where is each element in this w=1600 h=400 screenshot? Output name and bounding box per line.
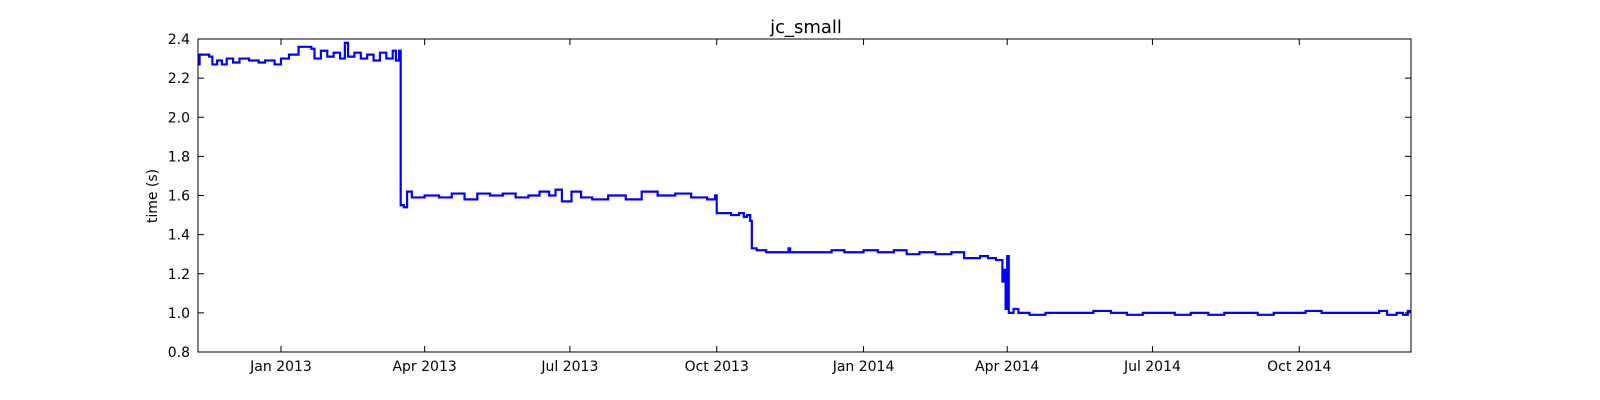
y-tick-label: 0.8 bbox=[168, 345, 190, 361]
chart-title: jc_small bbox=[769, 17, 842, 38]
plot-frame bbox=[197, 38, 1412, 353]
y-tick-label: 1.4 bbox=[168, 228, 190, 244]
y-axis-title: time (s) bbox=[145, 169, 161, 223]
y-tick-label: 1.0 bbox=[168, 306, 190, 322]
series-line-0 bbox=[198, 41, 1411, 316]
y-tick-label: 1.6 bbox=[168, 189, 190, 205]
x-tick-label: Oct 2014 bbox=[1267, 359, 1331, 375]
x-tick-label: Jul 2014 bbox=[1123, 359, 1181, 375]
y-tick-label: 2.0 bbox=[168, 110, 190, 126]
x-tick-label: Jan 2014 bbox=[832, 359, 895, 375]
x-tick-label: Apr 2013 bbox=[392, 359, 456, 375]
x-tick-label: Oct 2013 bbox=[685, 359, 749, 375]
x-tick-label: Jul 2013 bbox=[540, 359, 598, 375]
x-tick-label: Apr 2014 bbox=[975, 359, 1039, 375]
x-tick-label: Jan 2013 bbox=[249, 359, 312, 375]
y-tick-label: 2.4 bbox=[168, 32, 190, 48]
y-tick-label: 2.2 bbox=[168, 71, 190, 87]
y-tick-label: 1.8 bbox=[168, 149, 190, 165]
plot-area: Jan 2013 Apr 2013 Jul 2013 Oct 2013 Jan 2014… bbox=[168, 32, 1412, 375]
y-tick-label: 1.2 bbox=[168, 267, 190, 283]
